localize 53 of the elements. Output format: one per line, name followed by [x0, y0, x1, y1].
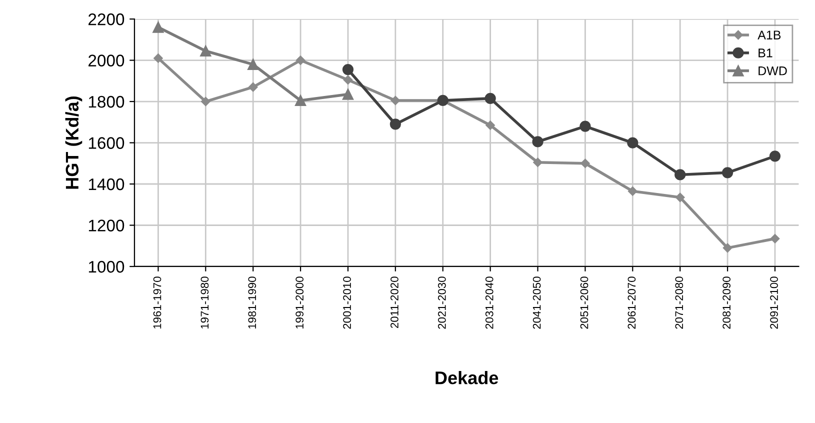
point — [342, 88, 354, 100]
x-tick-label: 2021-2030 — [438, 276, 446, 329]
legend-label: DWD — [758, 66, 787, 76]
x-tick-label: 2091-2100 — [770, 276, 778, 329]
point — [486, 120, 495, 130]
point — [248, 82, 258, 92]
y-tick-label: 2000 — [88, 54, 124, 66]
x-tick-label: 2041-2050 — [532, 276, 541, 329]
x-tick-label: 2031-2040 — [485, 276, 494, 329]
point — [201, 96, 210, 106]
y-tick-label: 1000 — [88, 260, 124, 273]
point — [390, 96, 400, 106]
x-tick-label: 2001-2010 — [343, 276, 351, 329]
point — [484, 92, 496, 104]
point — [200, 45, 212, 57]
legend-label: B1 — [758, 48, 772, 58]
point — [674, 169, 686, 180]
x-tick-label: 2081-2090 — [722, 276, 731, 329]
point — [532, 136, 544, 148]
x-axis-title: Dekade — [436, 371, 498, 384]
x-tick-label: 2061-2070 — [628, 276, 636, 329]
point — [675, 192, 685, 202]
y-tick-label: 1200 — [88, 220, 124, 232]
point — [296, 56, 306, 65]
point — [722, 167, 734, 178]
point — [627, 137, 638, 148]
point — [343, 75, 353, 84]
point — [628, 186, 638, 196]
point — [533, 158, 542, 167]
point — [152, 22, 164, 33]
x-tick-label: 1991-2000 — [296, 276, 304, 328]
point — [248, 58, 259, 70]
x-tick-label: 1971-1980 — [200, 276, 209, 328]
y-axis-title: HGT (Kd/a) — [65, 96, 82, 189]
y-tick-label: 1600 — [88, 137, 124, 149]
point — [390, 118, 401, 130]
point — [580, 120, 591, 132]
y-tick-label: 1400 — [88, 178, 124, 190]
y-tick-label: 1800 — [88, 96, 124, 108]
point — [722, 243, 732, 253]
x-tick-label: 1961-1970 — [153, 276, 162, 328]
point — [769, 150, 781, 162]
x-tick-label: 2011-2020 — [390, 276, 398, 328]
y-tick-label: 2200 — [88, 13, 124, 26]
point — [342, 64, 354, 76]
point — [154, 54, 163, 63]
point — [294, 94, 306, 106]
x-tick-label: 2051-2060 — [580, 276, 588, 329]
point — [770, 234, 780, 244]
x-tick-label: 1981-1990 — [248, 276, 256, 328]
x-tick-label: 2071-2080 — [675, 276, 684, 329]
point — [580, 158, 590, 168]
legend-label: A1B — [758, 30, 781, 40]
